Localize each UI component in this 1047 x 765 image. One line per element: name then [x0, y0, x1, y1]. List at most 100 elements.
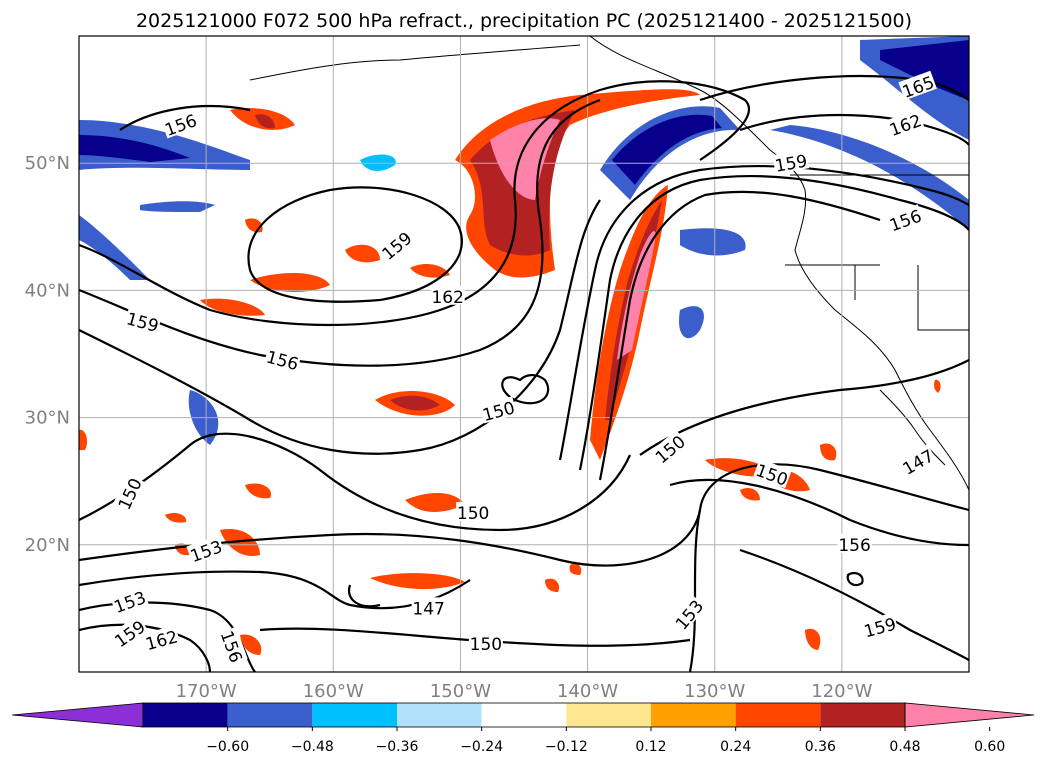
pos-region — [410, 264, 450, 278]
pos-region — [245, 483, 271, 499]
contour-label-bg — [897, 444, 937, 478]
contour-label-text: 156 — [838, 536, 870, 556]
colorbar-swatch — [735, 703, 821, 727]
contour-label-text: 162 — [431, 288, 463, 308]
colorbar-extend-low — [11, 702, 144, 728]
colorbar-tick-label: 0.60 — [974, 739, 1005, 755]
contour-label-bg — [456, 502, 491, 521]
contour-label-bg — [479, 396, 518, 424]
contour-front-a — [578, 174, 969, 471]
contour-label: 162 — [430, 285, 465, 308]
contour-label-bg — [898, 70, 937, 101]
pos-region — [390, 395, 440, 411]
lon-tick-label: 160°W — [303, 681, 364, 702]
contour-label-bg — [109, 615, 149, 651]
pos-region — [805, 628, 821, 650]
contour-label-bg — [468, 633, 503, 653]
lat-tick-label: 40°N — [25, 280, 70, 301]
pos-region — [617, 231, 656, 360]
contour-label-bg — [860, 612, 899, 640]
contour-label-bg — [110, 585, 149, 616]
contour-label: 162 — [142, 625, 181, 655]
colorbar-tick-label: 0.12 — [635, 739, 666, 755]
pos-region — [405, 493, 465, 512]
contour-label-bg — [885, 204, 925, 234]
colorbar-tick-label: −0.48 — [291, 739, 334, 755]
colorbar-extend-high — [904, 702, 1035, 728]
contour-153 — [79, 199, 601, 455]
contour-label-bg — [263, 345, 302, 373]
colorbar-tick-label: 0.36 — [805, 739, 836, 755]
contour-label-bg — [430, 285, 465, 305]
pos-region — [569, 563, 582, 575]
pos-region — [490, 118, 560, 200]
contour-label-text: 150 — [457, 504, 489, 524]
lat-tick-label: 20°N — [25, 535, 70, 556]
contour-150 — [79, 432, 632, 532]
neg-region — [679, 306, 704, 339]
contour-label-bg — [142, 625, 181, 653]
map-frame — [78, 35, 970, 673]
colorbar-tick-label: −0.12 — [545, 739, 588, 755]
contour-front-c — [598, 190, 881, 481]
contour-label-bg — [112, 473, 145, 513]
colorbar-tick-label: −0.24 — [460, 739, 503, 755]
neg-region — [79, 135, 190, 162]
contour-label: 159 — [124, 307, 162, 337]
lon-tick-label: 130°W — [684, 681, 745, 702]
contour-label-bg — [411, 597, 446, 617]
chart-title: 2025121000 F072 500 hPa refract., precip… — [136, 10, 912, 32]
colorbar-swatch — [227, 703, 313, 727]
contour-label-bg — [772, 149, 810, 175]
contour-label-text: 147 — [412, 599, 444, 619]
lon-tick-label: 120°W — [811, 681, 872, 702]
contour-small — [846, 571, 864, 587]
colorbar-swatch — [566, 703, 651, 727]
pos-region — [240, 634, 262, 655]
neg-region — [880, 40, 969, 100]
neg-region — [680, 228, 746, 256]
contour-156-b — [669, 478, 969, 547]
contour-162 — [247, 186, 463, 303]
longitude-ticks: 170°W 160°W 150°W 140°W 130°W 120°W — [176, 681, 873, 702]
lon-tick-label: 140°W — [557, 681, 618, 702]
lon-tick-label: 150°W — [430, 681, 491, 702]
coastline-aleutians — [249, 44, 581, 81]
contour-label: 156 — [837, 533, 872, 556]
contour-front-b — [558, 164, 969, 461]
pos-region — [250, 273, 330, 292]
lon-tick-label: 170°W — [176, 681, 237, 702]
contour-label: 147 — [411, 597, 446, 619]
contour-label: 150 — [468, 633, 503, 655]
contour-label-bg — [669, 594, 707, 633]
colorbar-swatch — [820, 703, 905, 727]
contour-label-text: 150 — [470, 635, 502, 655]
pos-region — [255, 114, 275, 129]
pos-region — [220, 529, 260, 556]
neg-region — [770, 125, 969, 230]
contour-162-b — [79, 623, 212, 672]
colorbar-swatch — [143, 703, 228, 727]
colorbar-tick-label: −0.60 — [206, 739, 249, 755]
borders — [785, 174, 969, 331]
neg-region — [79, 215, 150, 280]
lat-tick-label: 30°N — [25, 408, 70, 429]
contour-label-bg — [124, 307, 162, 335]
pos-region — [345, 244, 380, 263]
pos-region — [200, 298, 265, 316]
coastlines — [249, 36, 969, 491]
contour-label-bg — [837, 533, 872, 553]
pos-region — [740, 488, 760, 501]
neg-region — [140, 201, 215, 212]
contour-label-bg — [376, 226, 416, 263]
colorbar-tick-label: −0.36 — [376, 739, 419, 755]
pos-region — [545, 578, 560, 592]
contour-label: 150 — [456, 502, 491, 524]
gridlines — [79, 36, 969, 672]
colorbar-swatch — [312, 703, 397, 727]
colorbar — [11, 702, 1035, 728]
contour-label-bg — [753, 458, 792, 489]
